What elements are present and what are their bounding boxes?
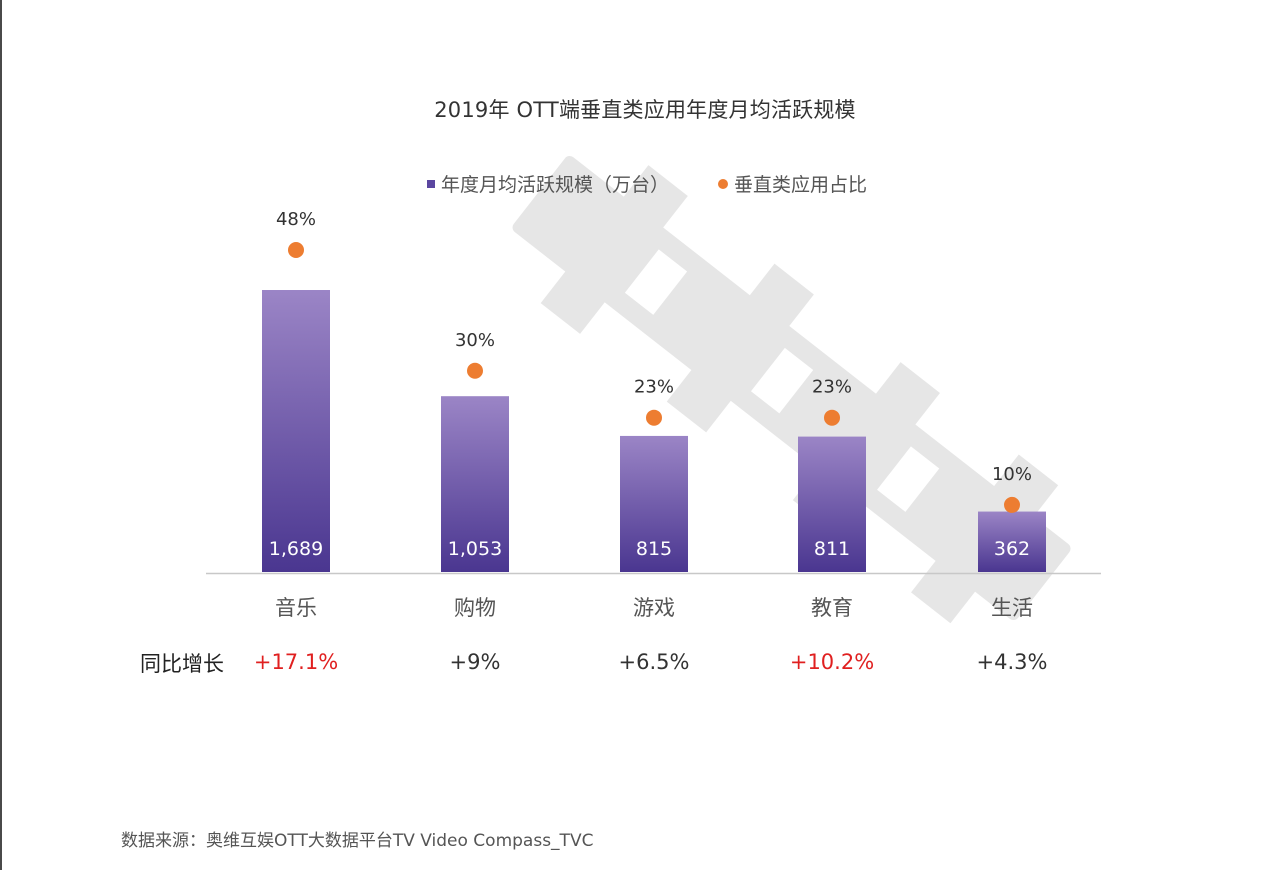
bar-0 xyxy=(262,290,330,572)
percent-dot-0 xyxy=(288,242,304,258)
percent-label-2: 23% xyxy=(634,377,674,398)
legend-item-bar: 年度月均活跃规模（万台） xyxy=(427,170,669,197)
percent-label-1: 30% xyxy=(455,330,495,351)
growth-row-label: 同比增长 xyxy=(140,652,224,676)
legend-bar-swatch xyxy=(427,179,435,188)
growth-value-1: +9% xyxy=(450,650,501,674)
left-border xyxy=(0,0,2,870)
bar-3 xyxy=(798,436,866,572)
percent-dot-4 xyxy=(1004,496,1020,513)
bar-value-label-3: 811 xyxy=(814,538,850,560)
growth-value-2: +6.5% xyxy=(619,650,690,674)
chart-title: 2019年 OTT端垂直类应用年度月均活跃规模 xyxy=(434,98,856,122)
bar-value-label-0: 1,689 xyxy=(269,538,323,560)
percent-label-4: 10% xyxy=(992,464,1032,485)
percent-label-0: 48% xyxy=(276,209,316,230)
bar-value-label-1: 1,053 xyxy=(448,538,502,560)
growth-value-4: +4.3% xyxy=(977,650,1048,674)
legend-dot-label: 垂直类应用占比 xyxy=(734,174,868,196)
bar-value-label-4: 362 xyxy=(994,538,1030,560)
percent-dot-3 xyxy=(824,409,840,426)
category-label-4: 生活 xyxy=(991,596,1033,620)
percent-label-3: 23% xyxy=(812,377,852,398)
category-label-2: 游戏 xyxy=(633,596,675,620)
chart-legend: 年度月均活跃规模（万台） 垂直类应用占比 xyxy=(0,170,1280,198)
percent-dot-2 xyxy=(646,409,662,426)
bar-4 xyxy=(978,511,1046,572)
category-label-0: 音乐 xyxy=(275,596,317,620)
bar-value-label-2: 815 xyxy=(636,538,672,560)
category-label-3: 教育 xyxy=(811,596,853,620)
growth-value-3: +10.2% xyxy=(790,650,874,674)
legend-item-dot: 垂直类应用占比 xyxy=(718,170,867,197)
legend-dot-swatch xyxy=(718,178,728,189)
data-source: 数据来源：奥维互娱OTT大数据平台TV Video Compass_TVC xyxy=(121,831,594,851)
bar-1 xyxy=(441,396,509,572)
legend-bar-label: 年度月均活跃规模（万台） xyxy=(441,174,670,196)
percent-dot-1 xyxy=(467,362,483,379)
growth-value-0: +17.1% xyxy=(254,650,338,674)
category-label-1: 购物 xyxy=(454,596,496,620)
bar-2 xyxy=(620,435,688,572)
